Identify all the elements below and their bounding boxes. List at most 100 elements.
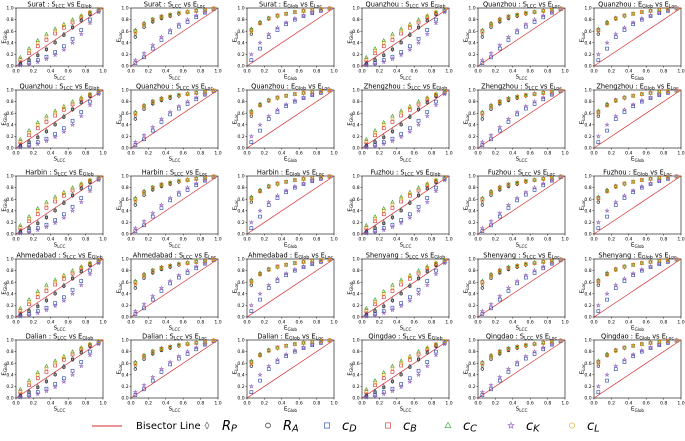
series-c_L xyxy=(480,257,563,286)
point-c_L xyxy=(310,175,315,180)
point-c_K xyxy=(158,366,165,372)
panel-2: Surat : SLCC vs ELoc0.00.00.20.20.40.40.… xyxy=(117,1,222,81)
point-c_B xyxy=(35,376,40,381)
point-c_L xyxy=(44,116,49,121)
x-axis-label: SLCC xyxy=(516,242,528,249)
point-c_L xyxy=(70,18,75,23)
point-c_C xyxy=(26,46,32,51)
point-R_A xyxy=(44,298,49,303)
point-c_K xyxy=(363,313,370,319)
point-R_A xyxy=(408,284,412,289)
x-tick-label: 1.0 xyxy=(445,319,452,325)
point-c_C xyxy=(176,92,182,97)
point-c_L xyxy=(399,279,403,284)
x-axis-label: SLCC xyxy=(169,74,181,81)
point-R_P xyxy=(399,290,403,296)
point-c_B xyxy=(381,376,386,381)
point-c_C xyxy=(18,222,23,227)
point-c_L xyxy=(605,272,609,277)
point-c_L xyxy=(168,264,172,268)
point-c_K xyxy=(595,383,602,389)
point-c_L xyxy=(203,89,207,94)
y-tick-label: 0.6 xyxy=(352,361,359,367)
y-tick-label: 0.8 xyxy=(352,268,359,274)
point-c_L xyxy=(666,258,670,262)
point-c_D xyxy=(79,360,84,364)
point-c_L xyxy=(284,180,288,184)
point-c_K xyxy=(531,348,538,354)
x-tick-label: 0.0 xyxy=(243,319,250,325)
x-tick-label: 0.2 xyxy=(261,319,268,325)
x-axis-label: SLCC xyxy=(54,156,66,163)
panel-frame xyxy=(361,89,450,149)
series-c_B xyxy=(249,174,332,200)
x-tick-label: 0.0 xyxy=(243,400,250,406)
point-c_L xyxy=(194,91,199,95)
y-tick-label: 1.0 xyxy=(121,174,128,180)
x-tick-label: 1.0 xyxy=(99,68,106,74)
point-c_C xyxy=(194,175,199,180)
point-R_A xyxy=(133,367,137,371)
point-c_C xyxy=(52,194,58,199)
point-c_C xyxy=(372,297,378,302)
panel-title: Surat : SLCC vs EGlob xyxy=(27,1,91,10)
point-c_K xyxy=(424,31,430,37)
point-c_L xyxy=(211,338,216,343)
series-c_C xyxy=(249,174,332,199)
point-c_C xyxy=(44,31,49,36)
point-c_K xyxy=(505,366,512,372)
point-c_K xyxy=(132,308,139,314)
point-c_L xyxy=(96,258,101,262)
point-c_B xyxy=(390,289,395,293)
point-c_C xyxy=(532,177,537,181)
point-c_K xyxy=(389,138,396,144)
x-tick-label: 1.0 xyxy=(330,236,337,242)
point-c_D xyxy=(150,297,155,302)
point-c_K xyxy=(497,42,503,48)
point-c_L xyxy=(480,198,485,203)
point-c_L xyxy=(258,272,262,277)
point-c_L xyxy=(373,131,377,135)
x-tick-label: 0.6 xyxy=(527,68,534,74)
y-tick-label: 0.2 xyxy=(237,52,244,58)
point-c_L xyxy=(674,174,679,179)
point-c_D xyxy=(596,140,601,144)
point-c_D xyxy=(266,117,271,121)
point-c_K xyxy=(184,267,191,273)
series-c_C xyxy=(133,88,216,114)
point-c_K xyxy=(167,278,173,284)
bisector-line xyxy=(130,175,219,235)
point-c_C xyxy=(26,128,32,133)
point-c_L xyxy=(657,175,662,180)
point-c_D xyxy=(159,38,164,42)
point-c_C xyxy=(514,11,520,16)
point-c_L xyxy=(631,180,635,184)
point-R_A xyxy=(142,276,146,280)
point-c_D xyxy=(79,279,84,283)
point-c_C xyxy=(390,199,395,204)
point-c_C xyxy=(133,27,138,32)
point-R_P xyxy=(70,275,75,281)
y-tick-label: 1.0 xyxy=(584,257,591,263)
panel-frame xyxy=(246,175,335,235)
point-c_K xyxy=(514,195,520,201)
y-tick-label: 0.0 xyxy=(352,64,359,70)
point-c_K xyxy=(656,177,662,183)
point-c_L xyxy=(425,96,430,100)
point-c_L xyxy=(133,30,138,35)
point-c_K xyxy=(193,263,199,269)
point-c_D xyxy=(79,28,84,32)
y-axis-label: EGlob xyxy=(2,198,9,212)
point-c_C xyxy=(176,10,182,15)
panel-17: Fuzhou : SLCC vs ELoc0.00.00.20.20.40.40… xyxy=(464,169,569,249)
series-R_P xyxy=(596,88,679,116)
point-c_K xyxy=(257,291,263,297)
point-c_L xyxy=(275,182,280,186)
x-axis-label: EGlob xyxy=(631,406,645,413)
point-c_K xyxy=(630,19,636,25)
y-tick-label: 0.0 xyxy=(352,315,359,321)
y-tick-label: 0.2 xyxy=(352,303,359,309)
point-c_K xyxy=(433,271,439,277)
y-tick-label: 0.4 xyxy=(468,40,475,46)
point-c_L xyxy=(327,6,332,11)
